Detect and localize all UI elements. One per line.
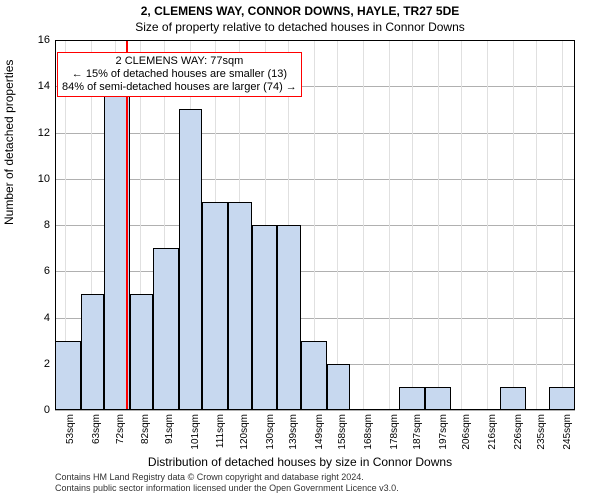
y-tick-label: 4 bbox=[10, 312, 50, 324]
chart-title: 2, CLEMENS WAY, CONNOR DOWNS, HAYLE, TR2… bbox=[0, 4, 600, 18]
x-tick-label: 226sqm bbox=[513, 414, 524, 454]
y-tick-label: 0 bbox=[10, 404, 50, 416]
x-tick-label: 130sqm bbox=[265, 414, 276, 454]
x-tick-label: 72sqm bbox=[115, 414, 126, 454]
y-tick-label: 14 bbox=[10, 80, 50, 92]
y-tick-label: 12 bbox=[10, 127, 50, 139]
x-tick-label: 63sqm bbox=[91, 414, 102, 454]
attribution-text: Contains HM Land Registry data © Crown c… bbox=[55, 472, 399, 494]
y-tick-label: 10 bbox=[10, 173, 50, 185]
x-tick-label: 187sqm bbox=[412, 414, 423, 454]
x-tick-label: 82sqm bbox=[140, 414, 151, 454]
x-tick-label: 53sqm bbox=[65, 414, 76, 454]
annotation-line-1: 2 CLEMENS WAY: 77sqm bbox=[62, 55, 297, 68]
y-tick-label: 16 bbox=[10, 34, 50, 46]
chart-subtitle: Size of property relative to detached ho… bbox=[0, 20, 600, 34]
y-tick-label: 8 bbox=[10, 219, 50, 231]
y-tick-label: 6 bbox=[10, 265, 50, 277]
x-tick-label: 120sqm bbox=[239, 414, 250, 454]
chart-container: 2, CLEMENS WAY, CONNOR DOWNS, HAYLE, TR2… bbox=[0, 0, 600, 500]
x-tick-label: 111sqm bbox=[215, 414, 226, 454]
x-tick-label: 197sqm bbox=[438, 414, 449, 454]
x-tick-label: 168sqm bbox=[363, 414, 374, 454]
plot-area: 2 CLEMENS WAY: 77sqm← 15% of detached ho… bbox=[55, 40, 575, 410]
annotation-line-3: 84% of semi-detached houses are larger (… bbox=[62, 81, 297, 94]
annotation-line-2: ← 15% of detached houses are smaller (13… bbox=[62, 68, 297, 81]
x-tick-label: 158sqm bbox=[337, 414, 348, 454]
annotation-layer: 2 CLEMENS WAY: 77sqm← 15% of detached ho… bbox=[55, 40, 575, 410]
x-tick-label: 216sqm bbox=[487, 414, 498, 454]
x-tick-label: 206sqm bbox=[461, 414, 472, 454]
x-axis-label: Distribution of detached houses by size … bbox=[0, 455, 600, 469]
annotation-box: 2 CLEMENS WAY: 77sqm← 15% of detached ho… bbox=[57, 52, 302, 98]
y-tick-label: 2 bbox=[10, 358, 50, 370]
x-tick-label: 245sqm bbox=[562, 414, 573, 454]
x-tick-label: 101sqm bbox=[190, 414, 201, 454]
x-tick-label: 235sqm bbox=[536, 414, 547, 454]
x-tick-label: 178sqm bbox=[389, 414, 400, 454]
x-tick-label: 149sqm bbox=[314, 414, 325, 454]
gridline-h bbox=[55, 410, 575, 411]
x-tick-label: 139sqm bbox=[288, 414, 299, 454]
attribution-line-2: Contains public sector information licen… bbox=[55, 483, 399, 494]
x-tick-label: 91sqm bbox=[164, 414, 175, 454]
attribution-line-1: Contains HM Land Registry data © Crown c… bbox=[55, 472, 399, 483]
